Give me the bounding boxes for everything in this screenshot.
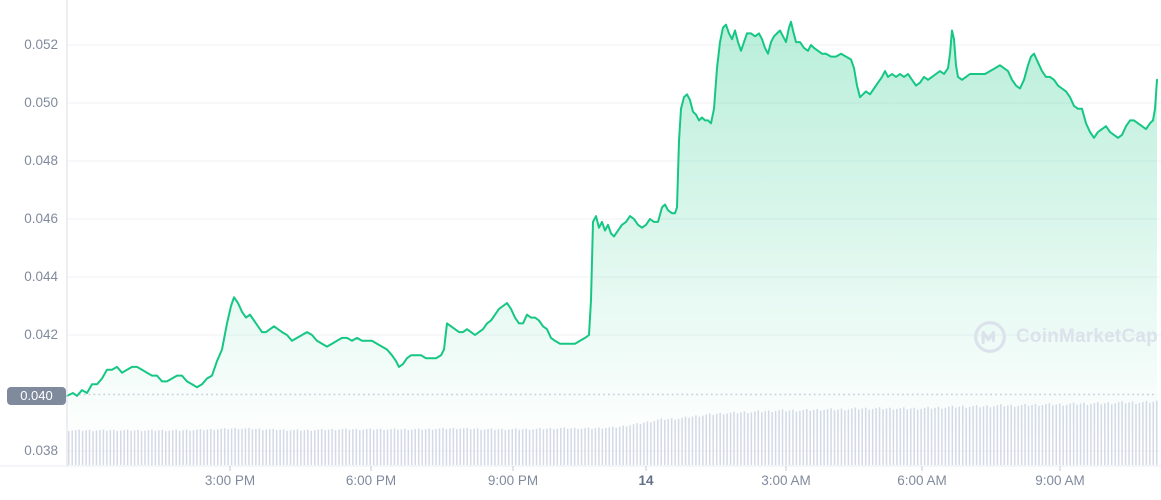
y-axis-label: 0.038 [24, 443, 58, 458]
x-axis-label: 9:00 PM [487, 473, 539, 488]
y-axis-label: 0.044 [24, 269, 58, 284]
x-axis-label: 6:00 PM [345, 473, 397, 488]
y-axis-open-price-badge: 0.040 [7, 387, 66, 405]
x-axis-label: 3:00 AM [761, 473, 811, 488]
y-axis-label: 0.046 [24, 211, 58, 226]
volume-bars [68, 400, 1158, 466]
x-axis-label: 6:00 AM [897, 473, 947, 488]
y-axis-label: 0.050 [24, 95, 58, 110]
y-axis-label: 0.048 [24, 153, 58, 168]
price-area-fill [67, 21, 1157, 466]
y-axis-label: 0.052 [24, 37, 58, 52]
x-axis-label: 9:00 AM [1035, 473, 1085, 488]
price-line [66, 20, 1158, 397]
x-axis-label: 14 [638, 473, 654, 488]
x-axis-label: 3:00 PM [204, 473, 256, 488]
y-axis-label: 0.042 [24, 327, 58, 342]
